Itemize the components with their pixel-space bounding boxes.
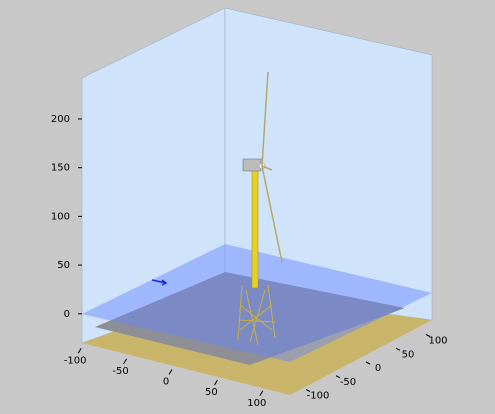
tower	[252, 170, 258, 288]
z-tick-label: 150	[51, 163, 70, 174]
y-tick-label: 100	[428, 336, 447, 347]
z-tick-label: 50	[57, 260, 70, 271]
y-tick-label: -100	[307, 391, 330, 402]
x-tick-label: 100	[247, 398, 266, 409]
x-tick-label: 0	[163, 377, 169, 388]
x-tick-label: 50	[205, 387, 218, 398]
x-tick-label: -100	[64, 355, 87, 366]
y-tick-label: 50	[402, 349, 415, 360]
nacelle	[243, 159, 261, 171]
y-tick-label: 0	[375, 363, 381, 374]
z-tick-label: 100	[51, 211, 70, 222]
x-tick-label: -50	[112, 366, 128, 377]
z-tick-label: 200	[51, 114, 70, 125]
y-tick-label: -50	[340, 377, 356, 388]
z-tick-label: 0	[64, 309, 70, 320]
scene: 0 50 100 150 200 -100 -50 0 50 100 -100 -50 0 50 100	[0, 0, 495, 414]
